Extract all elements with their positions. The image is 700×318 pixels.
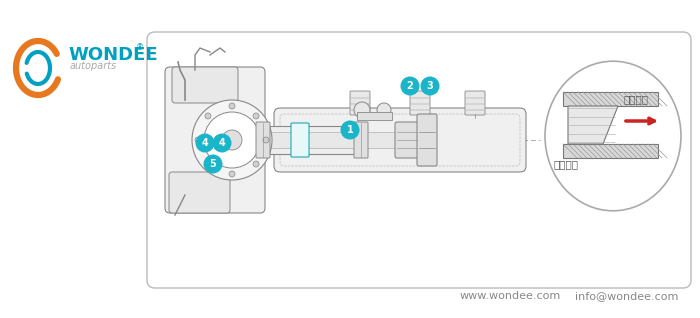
Circle shape [229,171,235,177]
Circle shape [400,77,419,95]
Circle shape [213,134,232,153]
Circle shape [229,103,235,109]
Circle shape [263,137,269,143]
Text: info@wondee.com: info@wondee.com [575,291,678,301]
FancyBboxPatch shape [465,91,485,115]
FancyBboxPatch shape [172,67,238,103]
Ellipse shape [545,61,681,211]
Text: WONDEE: WONDEE [68,46,158,64]
FancyBboxPatch shape [354,122,368,158]
Text: autoparts: autoparts [70,61,118,71]
FancyBboxPatch shape [247,132,407,148]
Circle shape [204,155,223,174]
Circle shape [253,161,259,167]
FancyBboxPatch shape [357,112,392,120]
Text: ®: ® [136,44,144,52]
Bar [563,92,658,106]
Circle shape [205,113,211,119]
FancyBboxPatch shape [291,123,309,157]
Circle shape [340,121,360,140]
Text: 骨架油封: 骨架油封 [553,159,578,169]
Text: 5: 5 [209,159,216,169]
Circle shape [204,112,260,168]
Circle shape [195,137,201,143]
FancyBboxPatch shape [147,32,691,288]
FancyBboxPatch shape [350,91,370,115]
FancyBboxPatch shape [417,114,437,166]
Circle shape [195,134,214,153]
Circle shape [377,103,391,117]
Circle shape [421,77,440,95]
Text: www.wondee.com: www.wondee.com [460,291,561,301]
FancyBboxPatch shape [247,126,367,154]
Text: 4: 4 [218,138,225,148]
Text: 4: 4 [202,138,209,148]
FancyBboxPatch shape [256,122,270,158]
FancyBboxPatch shape [410,91,430,115]
FancyBboxPatch shape [169,172,230,213]
Text: 2: 2 [407,81,414,91]
Circle shape [205,161,211,167]
FancyBboxPatch shape [165,67,265,213]
FancyBboxPatch shape [274,108,526,172]
Circle shape [354,102,370,118]
FancyBboxPatch shape [395,122,419,158]
Text: 1: 1 [346,125,354,135]
Text: 骨架油封: 骨架油封 [623,94,648,104]
Polygon shape [568,106,618,144]
Text: 3: 3 [426,81,433,91]
Circle shape [253,113,259,119]
Circle shape [222,130,242,150]
Bar [563,144,658,158]
Circle shape [192,100,272,180]
